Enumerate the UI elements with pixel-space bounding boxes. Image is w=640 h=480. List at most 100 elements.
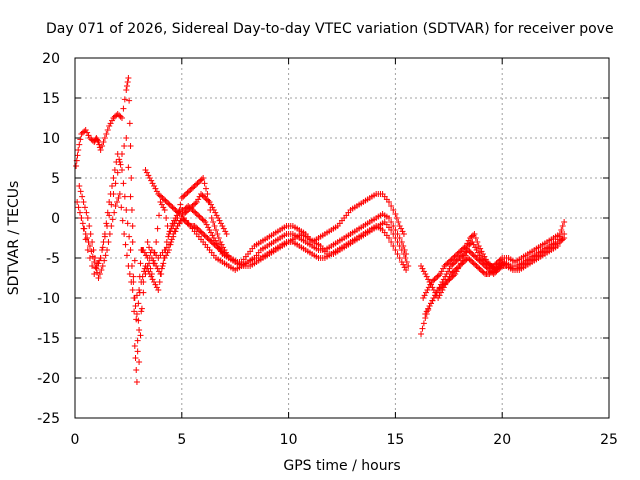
data-point [111, 209, 118, 216]
data-point [405, 263, 412, 269]
data-point [181, 192, 188, 199]
data-point [441, 263, 448, 269]
data-point [138, 308, 145, 315]
data-point [163, 199, 170, 205]
data-point [153, 284, 160, 291]
data-point [400, 231, 407, 237]
data-point [151, 183, 158, 189]
data-point [465, 237, 472, 244]
data-point [125, 75, 132, 81]
data-point [457, 248, 464, 255]
data-point [151, 260, 158, 267]
data-point [148, 273, 155, 280]
data-point [486, 267, 493, 273]
data-point [474, 249, 481, 256]
data-point [104, 209, 111, 216]
data-point [163, 252, 170, 259]
data-point [446, 265, 453, 272]
data-point [173, 225, 180, 232]
data-point [390, 207, 397, 213]
data-point [439, 283, 446, 289]
data-point [561, 219, 568, 225]
data-point [561, 231, 568, 237]
data-point [78, 215, 85, 221]
data-point [133, 292, 140, 299]
data-point [210, 219, 217, 225]
data-point [109, 183, 116, 189]
data-point [206, 199, 213, 205]
data-point [473, 263, 480, 269]
data-point [145, 172, 152, 179]
data-point [146, 175, 153, 181]
y-tick-label: -20 [37, 371, 60, 387]
data-point [400, 261, 407, 268]
data-point [452, 271, 459, 277]
data-point [180, 211, 187, 217]
data-point [198, 176, 205, 183]
data-point [192, 200, 199, 207]
data-point [129, 239, 136, 245]
data-point [133, 379, 140, 385]
data-point [138, 305, 145, 312]
data-point [479, 251, 486, 257]
data-point [217, 239, 224, 245]
data-point [193, 224, 200, 231]
data-point [173, 208, 180, 215]
data-point [194, 180, 201, 187]
data-point [455, 256, 462, 263]
data-point [161, 196, 167, 203]
data-point [142, 271, 149, 277]
data-point [449, 273, 456, 280]
data-point [208, 239, 215, 245]
data-point [131, 308, 138, 315]
data-point [200, 231, 207, 237]
data-point [123, 83, 130, 89]
data-point [118, 151, 125, 157]
data-point [433, 289, 440, 296]
data-point [212, 243, 219, 249]
data-point [199, 192, 206, 199]
data-point [457, 253, 464, 260]
data-point [172, 215, 179, 221]
data-point [464, 240, 471, 247]
data-point [496, 265, 503, 272]
data-point [474, 239, 481, 245]
data-point [461, 244, 468, 251]
data-point [203, 196, 210, 203]
data-point [96, 271, 103, 277]
data-point [190, 201, 197, 208]
data-point [124, 220, 131, 227]
data-point [86, 255, 93, 261]
data-point [559, 223, 566, 229]
data-point [111, 113, 118, 120]
data-point [189, 203, 196, 209]
data-point [121, 143, 128, 149]
data-point [122, 241, 129, 248]
data-point [143, 169, 150, 176]
data-point [480, 269, 487, 276]
data-point [128, 175, 135, 181]
data-point [423, 308, 430, 315]
data-point [118, 204, 125, 211]
data-point [482, 256, 489, 263]
data-point [423, 289, 430, 296]
data-point [76, 141, 83, 148]
data-point [158, 265, 165, 272]
data-point [462, 252, 469, 259]
data-point [80, 225, 87, 232]
data-point [440, 281, 447, 288]
data-point [425, 276, 432, 283]
data-point [183, 208, 190, 215]
data-point [458, 247, 465, 253]
data-point [158, 193, 165, 200]
data-point [156, 279, 163, 285]
data-point [112, 203, 119, 209]
data-point [398, 225, 405, 232]
data-point [123, 252, 130, 259]
data-point [128, 263, 135, 269]
data-point [218, 241, 225, 248]
data-point [201, 232, 208, 239]
chart-title: Day 071 of 2026, Sidereal Day-to-day VTE… [46, 21, 614, 37]
data-point [401, 264, 408, 271]
